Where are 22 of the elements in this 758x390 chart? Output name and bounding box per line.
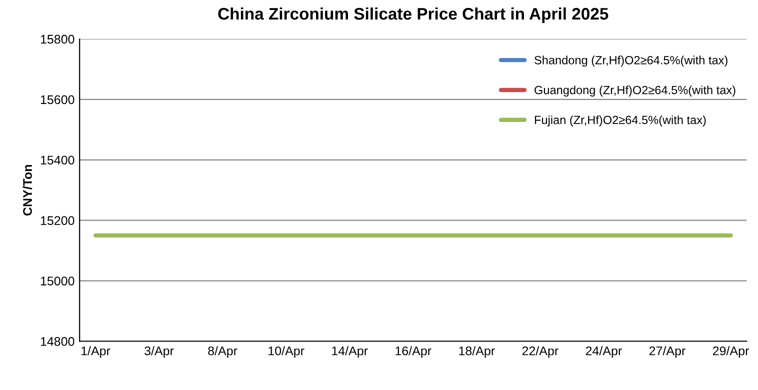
legend-label: Fujian (Zr,Hf)O2≥64.5%(with tax) [534,115,706,126]
y-axis-title: CNY/Ton [22,164,32,216]
y-tick-label: 15600 [40,95,74,104]
y-tick-label: 15200 [40,216,74,225]
x-tick-label: 14/Apr [332,346,368,358]
x-tick-label: 24/Apr [586,346,622,358]
x-tick-label: 3/Apr [144,346,174,358]
x-tick-label: 18/Apr [459,346,495,358]
x-tick-label: 1/Apr [81,346,110,358]
x-tick-label: 16/Apr [396,346,432,358]
y-tick-label: 14800 [40,337,74,346]
x-tick-label: 27/Apr [649,346,686,358]
chart-title: China Zirconium Silicate Price Chart in April 2025 [218,7,608,24]
x-tick-label: 29/Apr [712,346,749,358]
legend-label: Guangdong (Zr,Hf)O2≥64.5%(with tax) [534,86,736,97]
y-tick-label: 15000 [40,276,74,286]
x-tick-label: 22/Apr [522,346,558,358]
x-tick-label: 8/Apr [208,346,238,358]
legend-label: Shandong (Zr,Hf)O2≥64.5%(with tax) [534,56,728,67]
y-tick-label: 15400 [40,156,74,165]
x-tick-label: 10/Apr [268,346,304,358]
y-tick-label: 15800 [40,34,74,44]
